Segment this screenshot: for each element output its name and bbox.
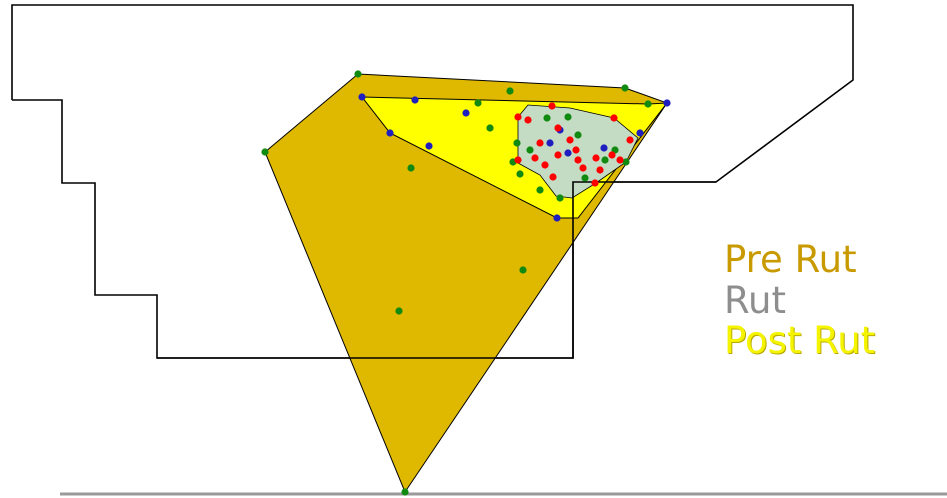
- boundary-overlay: [157, 181, 716, 359]
- green-location-dot: [564, 113, 572, 121]
- green-location-dot: [536, 186, 544, 194]
- green-location-dot: [556, 194, 564, 202]
- green-location-dot: [261, 148, 269, 156]
- red-location-dot: [591, 179, 599, 187]
- red-location-dot: [616, 156, 624, 164]
- blue-location-dot: [600, 144, 608, 152]
- blue-location-dot: [462, 109, 470, 117]
- green-location-dot: [526, 146, 534, 154]
- green-location-dot: [401, 488, 409, 496]
- red-location-dot: [541, 161, 549, 169]
- red-location-dot: [548, 102, 556, 110]
- green-location-dot: [513, 139, 521, 147]
- green-location-dot: [574, 131, 582, 139]
- blue-location-dot: [358, 93, 366, 101]
- legend-post-rut: Post Rut: [724, 319, 876, 362]
- red-location-dot: [554, 124, 562, 132]
- green-location-dot: [519, 266, 527, 274]
- red-location-dot: [610, 114, 618, 122]
- legend: Pre Rut Rut Post Rut: [724, 238, 876, 362]
- green-location-dot: [474, 99, 482, 107]
- red-location-dot: [592, 154, 600, 162]
- red-location-dot: [524, 116, 532, 124]
- red-location-dot: [574, 156, 582, 164]
- red-location-dot: [596, 166, 604, 174]
- green-location-dot: [601, 156, 609, 164]
- green-location-dot: [407, 164, 415, 172]
- red-location-dot: [536, 139, 544, 147]
- green-location-dot: [506, 87, 514, 95]
- red-location-dot: [566, 136, 574, 144]
- red-location-dot: [514, 156, 522, 164]
- red-location-dot: [514, 113, 522, 121]
- green-location-dot: [486, 124, 494, 132]
- red-location-dot: [626, 136, 634, 144]
- red-location-dot: [531, 154, 539, 162]
- blue-location-dot: [564, 149, 572, 157]
- green-location-dot: [395, 307, 403, 315]
- location-points: [261, 70, 671, 496]
- blue-location-dot: [425, 142, 433, 150]
- red-location-dot: [579, 164, 587, 172]
- green-location-dot: [354, 70, 362, 78]
- green-location-dot: [644, 100, 652, 108]
- red-location-dot: [554, 151, 562, 159]
- green-location-dot: [516, 170, 524, 178]
- blue-location-dot: [386, 129, 394, 137]
- legend-pre-rut: Pre Rut: [724, 238, 857, 281]
- green-location-dot: [581, 174, 589, 182]
- red-location-dot: [572, 146, 580, 154]
- blue-location-dot: [411, 96, 419, 104]
- blue-location-dot: [553, 214, 561, 222]
- red-location-dot: [608, 151, 616, 159]
- blue-location-dot: [663, 99, 671, 107]
- blue-location-dot: [546, 139, 554, 147]
- blue-location-dot: [636, 129, 644, 137]
- red-location-dot: [549, 173, 557, 181]
- green-location-dot: [621, 84, 629, 92]
- green-location-dot: [543, 114, 551, 122]
- legend-rut: Rut: [724, 278, 787, 322]
- green-location-dot: [622, 158, 630, 166]
